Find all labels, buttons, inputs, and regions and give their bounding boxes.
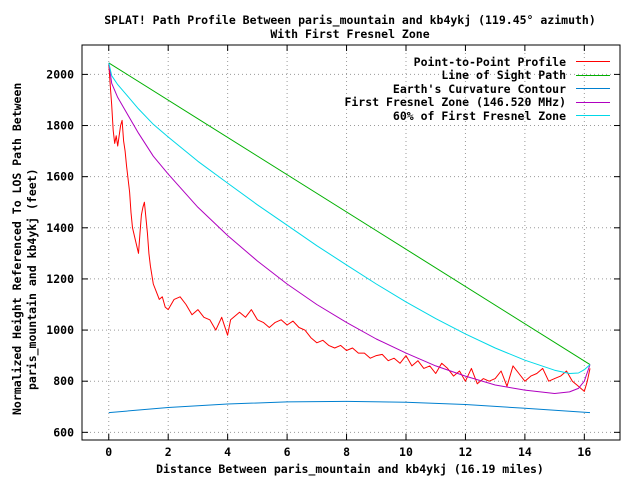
legend-swatch	[576, 101, 610, 103]
legend-item: Earth's Curvature Contour	[344, 82, 610, 96]
x-axis-label: Distance Between paris_mountain and kb4y…	[156, 462, 544, 476]
x-tick-label: 6	[284, 445, 291, 459]
series-line-4	[108, 62, 591, 374]
tick-labels: 0 2 4 6 8 10 12 14 16 600 800 1000 1200 1400 1600 1800 2…	[46, 67, 591, 459]
x-tick-label: 16	[577, 445, 591, 459]
legend-swatch	[576, 115, 610, 117]
legend-swatch	[576, 74, 610, 76]
y-axis-label: Normalized Height Referenced To LOS Path…	[10, 83, 46, 420]
legend-item: First Fresnel Zone (146.520 MHz)	[344, 95, 610, 110]
y-tick-label: 1600	[46, 170, 74, 184]
legend-label: First Fresnel Zone (146.520 MHz)	[344, 95, 566, 110]
series-line-3	[108, 62, 591, 394]
chart-subtitle: With First Fresnel Zone	[270, 27, 430, 41]
legend-label: Line of Sight Path	[441, 68, 566, 83]
y-tick-label: 2000	[46, 67, 74, 81]
x-tick-label: 4	[224, 445, 231, 459]
y-tick-label: 1200	[46, 272, 74, 286]
series-line-0	[108, 64, 591, 392]
y-axis-label-line-2: paris_mountain and kb4ykj (feet)	[25, 168, 39, 390]
y-tick-label: 800	[53, 374, 74, 388]
chart-title: SPLAT! Path Profile Between paris_mounta…	[104, 13, 596, 27]
y-tick-label: 600	[53, 425, 74, 439]
legend-swatch	[576, 88, 610, 90]
x-tick-label: 2	[165, 445, 172, 459]
series-line-2	[108, 400, 591, 414]
series-line-1	[108, 62, 591, 366]
x-tick-label: 0	[105, 445, 112, 459]
axes	[81, 44, 621, 441]
x-tick-label: 10	[399, 445, 413, 459]
legend-label: 60% of First Fresnel Zone	[392, 108, 566, 123]
y-axis-label-line-1: Normalized Height Referenced To LOS Path…	[10, 82, 24, 415]
legend: Point-to-Point Profile Line of Sight Pat…	[344, 55, 610, 123]
series-lines	[108, 62, 591, 414]
legend-swatch	[576, 61, 610, 63]
legend-item: Line of Sight Path	[344, 68, 610, 83]
legend-label: Earth's Curvature Contour	[392, 81, 566, 96]
plot-frame	[81, 44, 621, 441]
y-tick-label: 1000	[46, 323, 74, 337]
legend-item: Point-to-Point Profile	[344, 55, 610, 69]
legend-item: 60% of First Fresnel Zone	[344, 109, 610, 123]
y-tick-label: 1400	[46, 221, 74, 235]
grid-lines	[82, 45, 620, 440]
x-tick-label: 12	[459, 445, 473, 459]
x-tick-label: 14	[518, 445, 532, 459]
x-tick-label: 8	[343, 445, 350, 459]
legend-label: Point-to-Point Profile	[413, 54, 566, 69]
y-tick-label: 1800	[46, 119, 74, 133]
